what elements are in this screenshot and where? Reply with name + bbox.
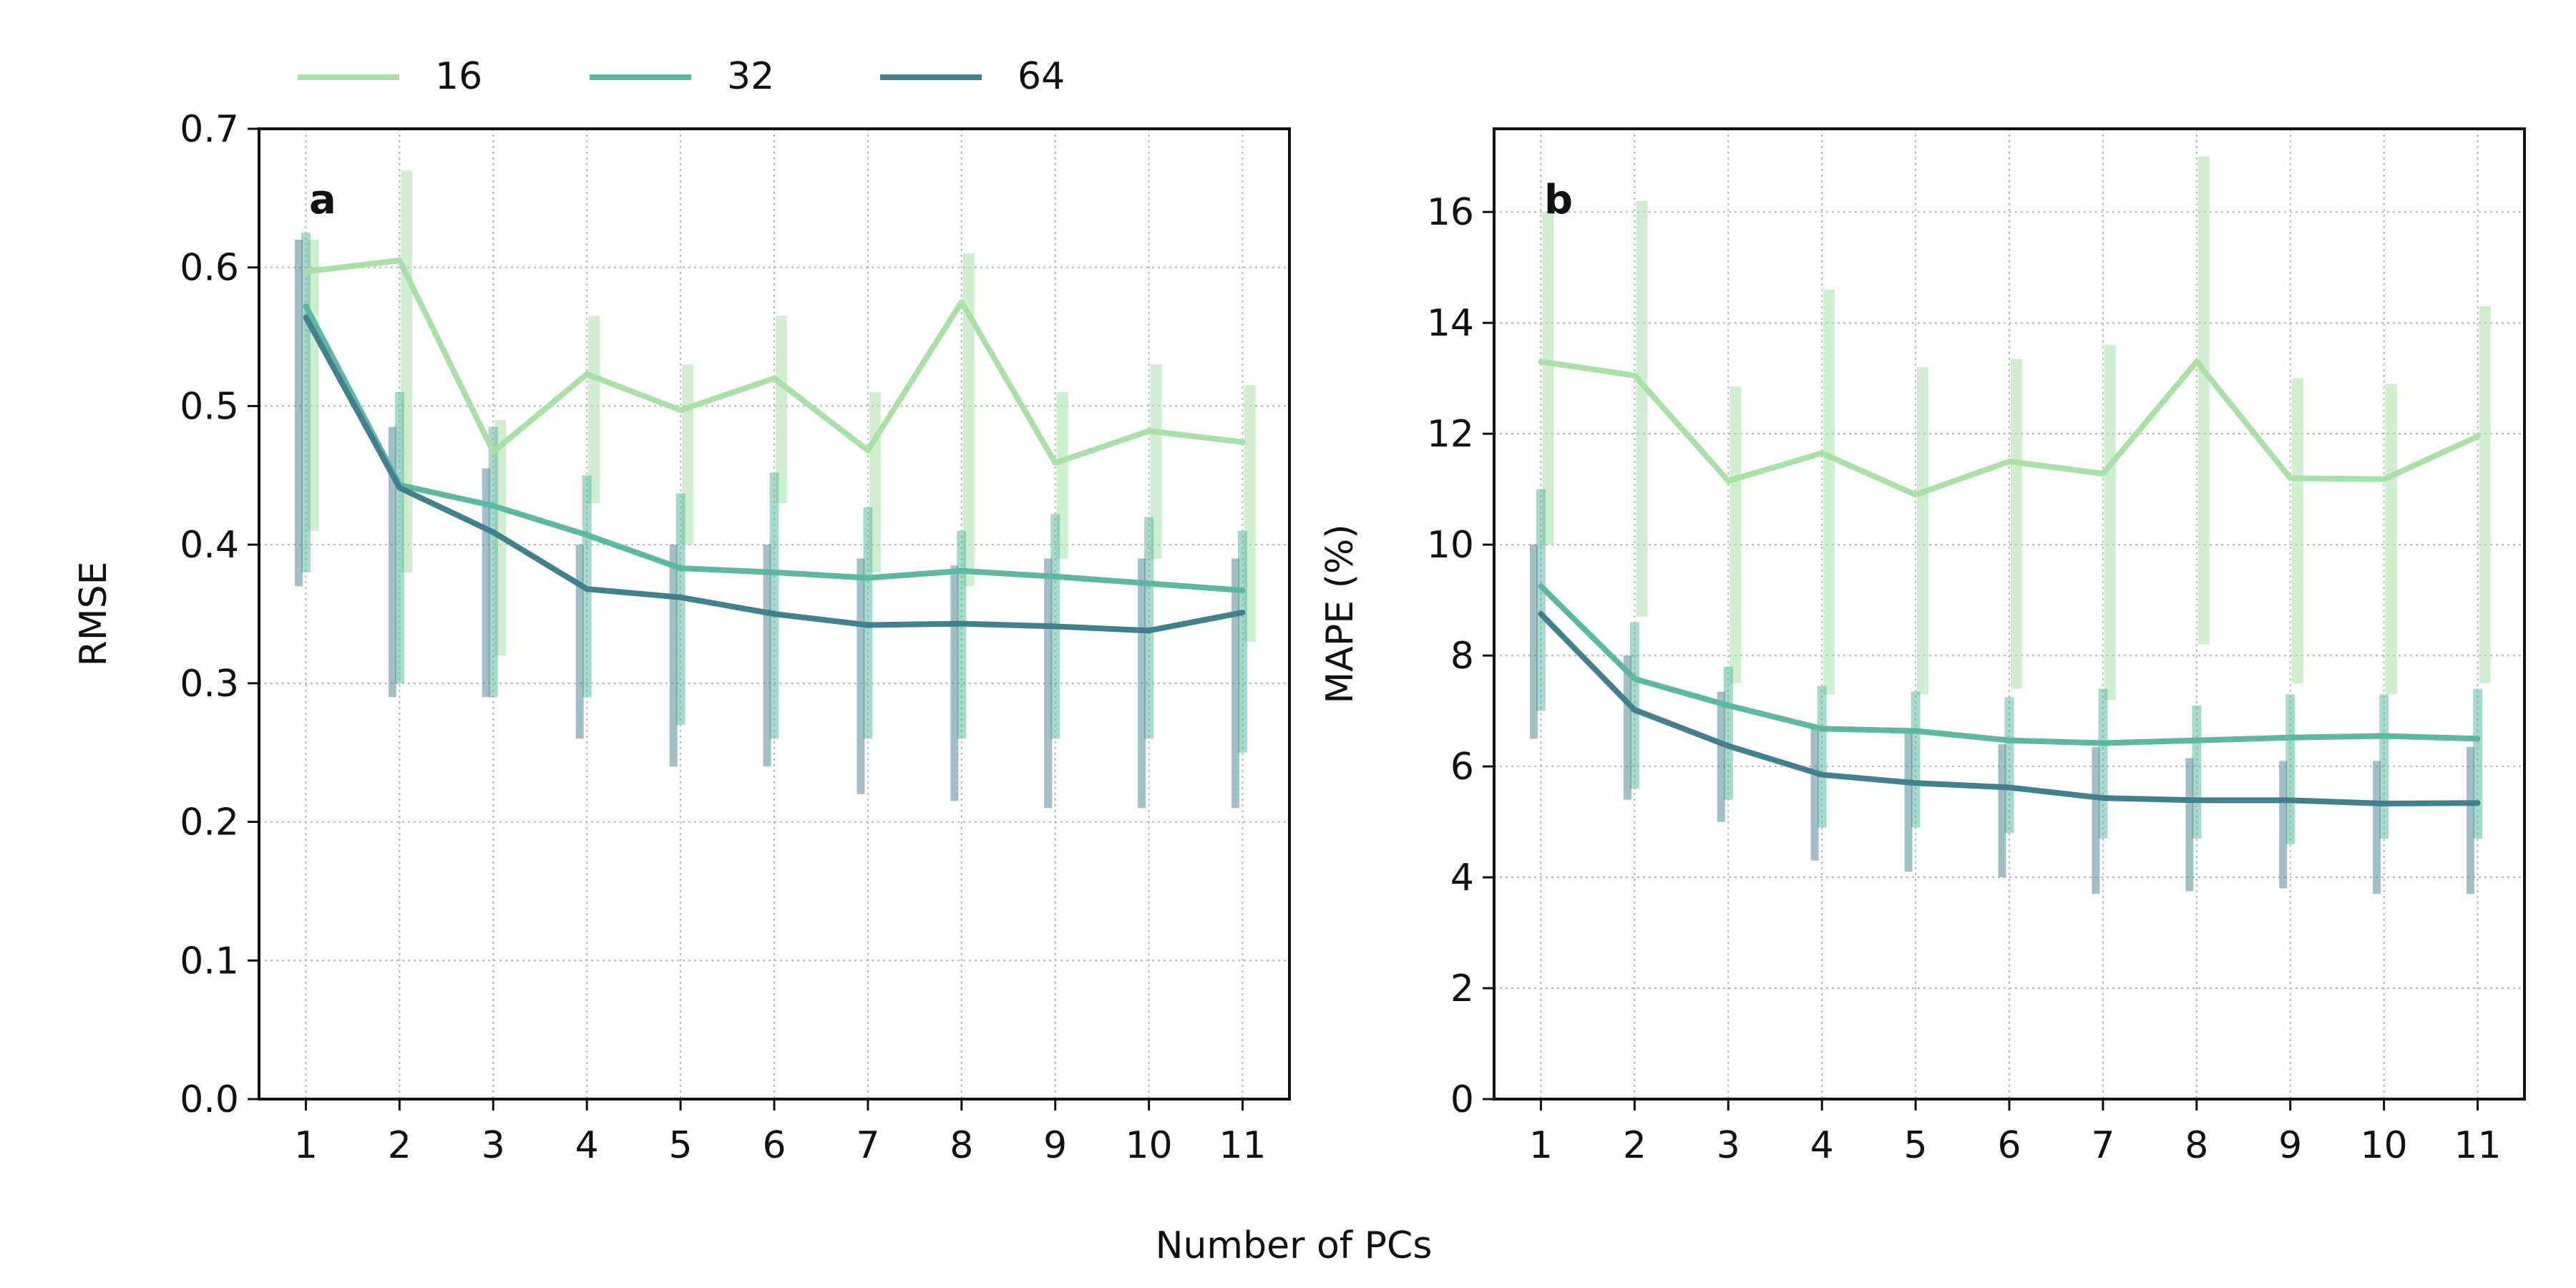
panel-b-ytick-label: 10 (1427, 524, 1474, 567)
panel-b-xtick-label: 3 (1717, 1124, 1740, 1167)
panel-b-ylabel: MAPE (%) (1319, 524, 1362, 703)
panel-a-xtick-label: 11 (1219, 1124, 1266, 1167)
panel-b-xtick-label: 8 (2185, 1124, 2208, 1167)
panel-b-xtick-label: 4 (1810, 1124, 1834, 1167)
legend-label-64: 64 (1018, 55, 1065, 98)
panel-b-error-bars (1529, 156, 2491, 894)
panel-b-xtick-label: 11 (2454, 1124, 2501, 1167)
panel-b-xtick-label: 7 (2091, 1124, 2114, 1167)
panel-a-xtick-label: 4 (575, 1124, 599, 1167)
panel-a-series-lines (303, 258, 1246, 634)
panel-b-xtick-label: 2 (1623, 1124, 1646, 1167)
panel-a-ytick-label: 0.4 (180, 524, 239, 567)
panel-a-xtick-label: 1 (294, 1124, 318, 1167)
panel-a-ytick-label: 0.2 (180, 801, 239, 844)
panel-a-xtick-label: 8 (950, 1124, 973, 1167)
panel-b-series-line-16 (1538, 358, 2481, 498)
panel-a-ylabel: RMSE (72, 562, 115, 667)
panel-a-ytick-label: 0.7 (180, 108, 239, 151)
legend-entry-64: 64 (880, 55, 1065, 98)
panel-a-series-line-32 (303, 303, 1246, 594)
panel-a-series-line-16 (303, 258, 1246, 466)
panel-b-series-line-32 (1538, 583, 2481, 746)
panel-b-ytick-label: 6 (1450, 746, 1474, 789)
panel-b-grid (1494, 129, 2524, 1100)
panel-a-xtick-label: 6 (762, 1124, 786, 1167)
panel-b-ytick-label: 2 (1450, 967, 1474, 1010)
panel-a-series-line-64 (303, 314, 1246, 634)
panel-a-xtick-label: 2 (388, 1124, 411, 1167)
legend-label-32: 32 (727, 55, 774, 98)
panel-b-ytick-label: 0 (1450, 1078, 1474, 1121)
shared-xlabel: Number of PCs (1156, 1224, 1433, 1267)
panel-b-xtick-label: 1 (1529, 1124, 1553, 1167)
panel-b-ytick-label: 16 (1427, 191, 1474, 234)
panel-a-xtick-label: 7 (856, 1124, 879, 1167)
panel-a-ticks: 1 2 3 4 5 6 7 8 9 10 11 0.0 0.1 0.2 0.3 0.4 0.5 0.6 0.7 (180, 108, 1266, 1167)
panel-a-ytick-label: 0.1 (180, 940, 239, 982)
panel-a-label: a (309, 177, 336, 223)
panel-b-series-lines (1538, 358, 2481, 806)
panel-a-xtick-label: 5 (669, 1124, 693, 1167)
legend-entry-32: 32 (590, 55, 774, 98)
panel-a-ytick-label: 0.0 (180, 1078, 239, 1121)
panel-a-xtick-label: 10 (1126, 1124, 1173, 1167)
panel-b-ytick-label: 8 (1450, 635, 1474, 678)
panel-a-ytick-label: 0.6 (180, 247, 239, 290)
legend-label-16: 16 (435, 55, 482, 98)
legend-entry-16: 16 (298, 55, 482, 98)
legend: 16 32 64 (298, 55, 1065, 98)
panel-b-xtick-label: 10 (2361, 1124, 2408, 1167)
panel-b-ytick-label: 12 (1427, 413, 1474, 456)
panel-b-ytick-label: 4 (1450, 857, 1474, 899)
panel-b-xtick-label: 9 (2278, 1124, 2302, 1167)
panel-b-ytick-label: 14 (1427, 302, 1474, 345)
panel-b-xtick-label: 6 (1997, 1124, 2021, 1167)
panel-a: 1 2 3 4 5 6 7 8 9 10 110.00.10.20.30.40.50.60.7 a … (72, 108, 1291, 1167)
panel-b-xtick-label: 5 (1904, 1124, 1928, 1167)
panel-a-ytick-label: 0.3 (180, 663, 239, 706)
panel-b-label: b (1544, 177, 1573, 223)
panel-a-xtick-label: 9 (1043, 1124, 1067, 1167)
panel-a-xtick-label: 3 (482, 1124, 505, 1167)
panel-b-series-line-64 (1538, 611, 2481, 806)
panel-a-ytick-label: 0.5 (180, 385, 239, 428)
